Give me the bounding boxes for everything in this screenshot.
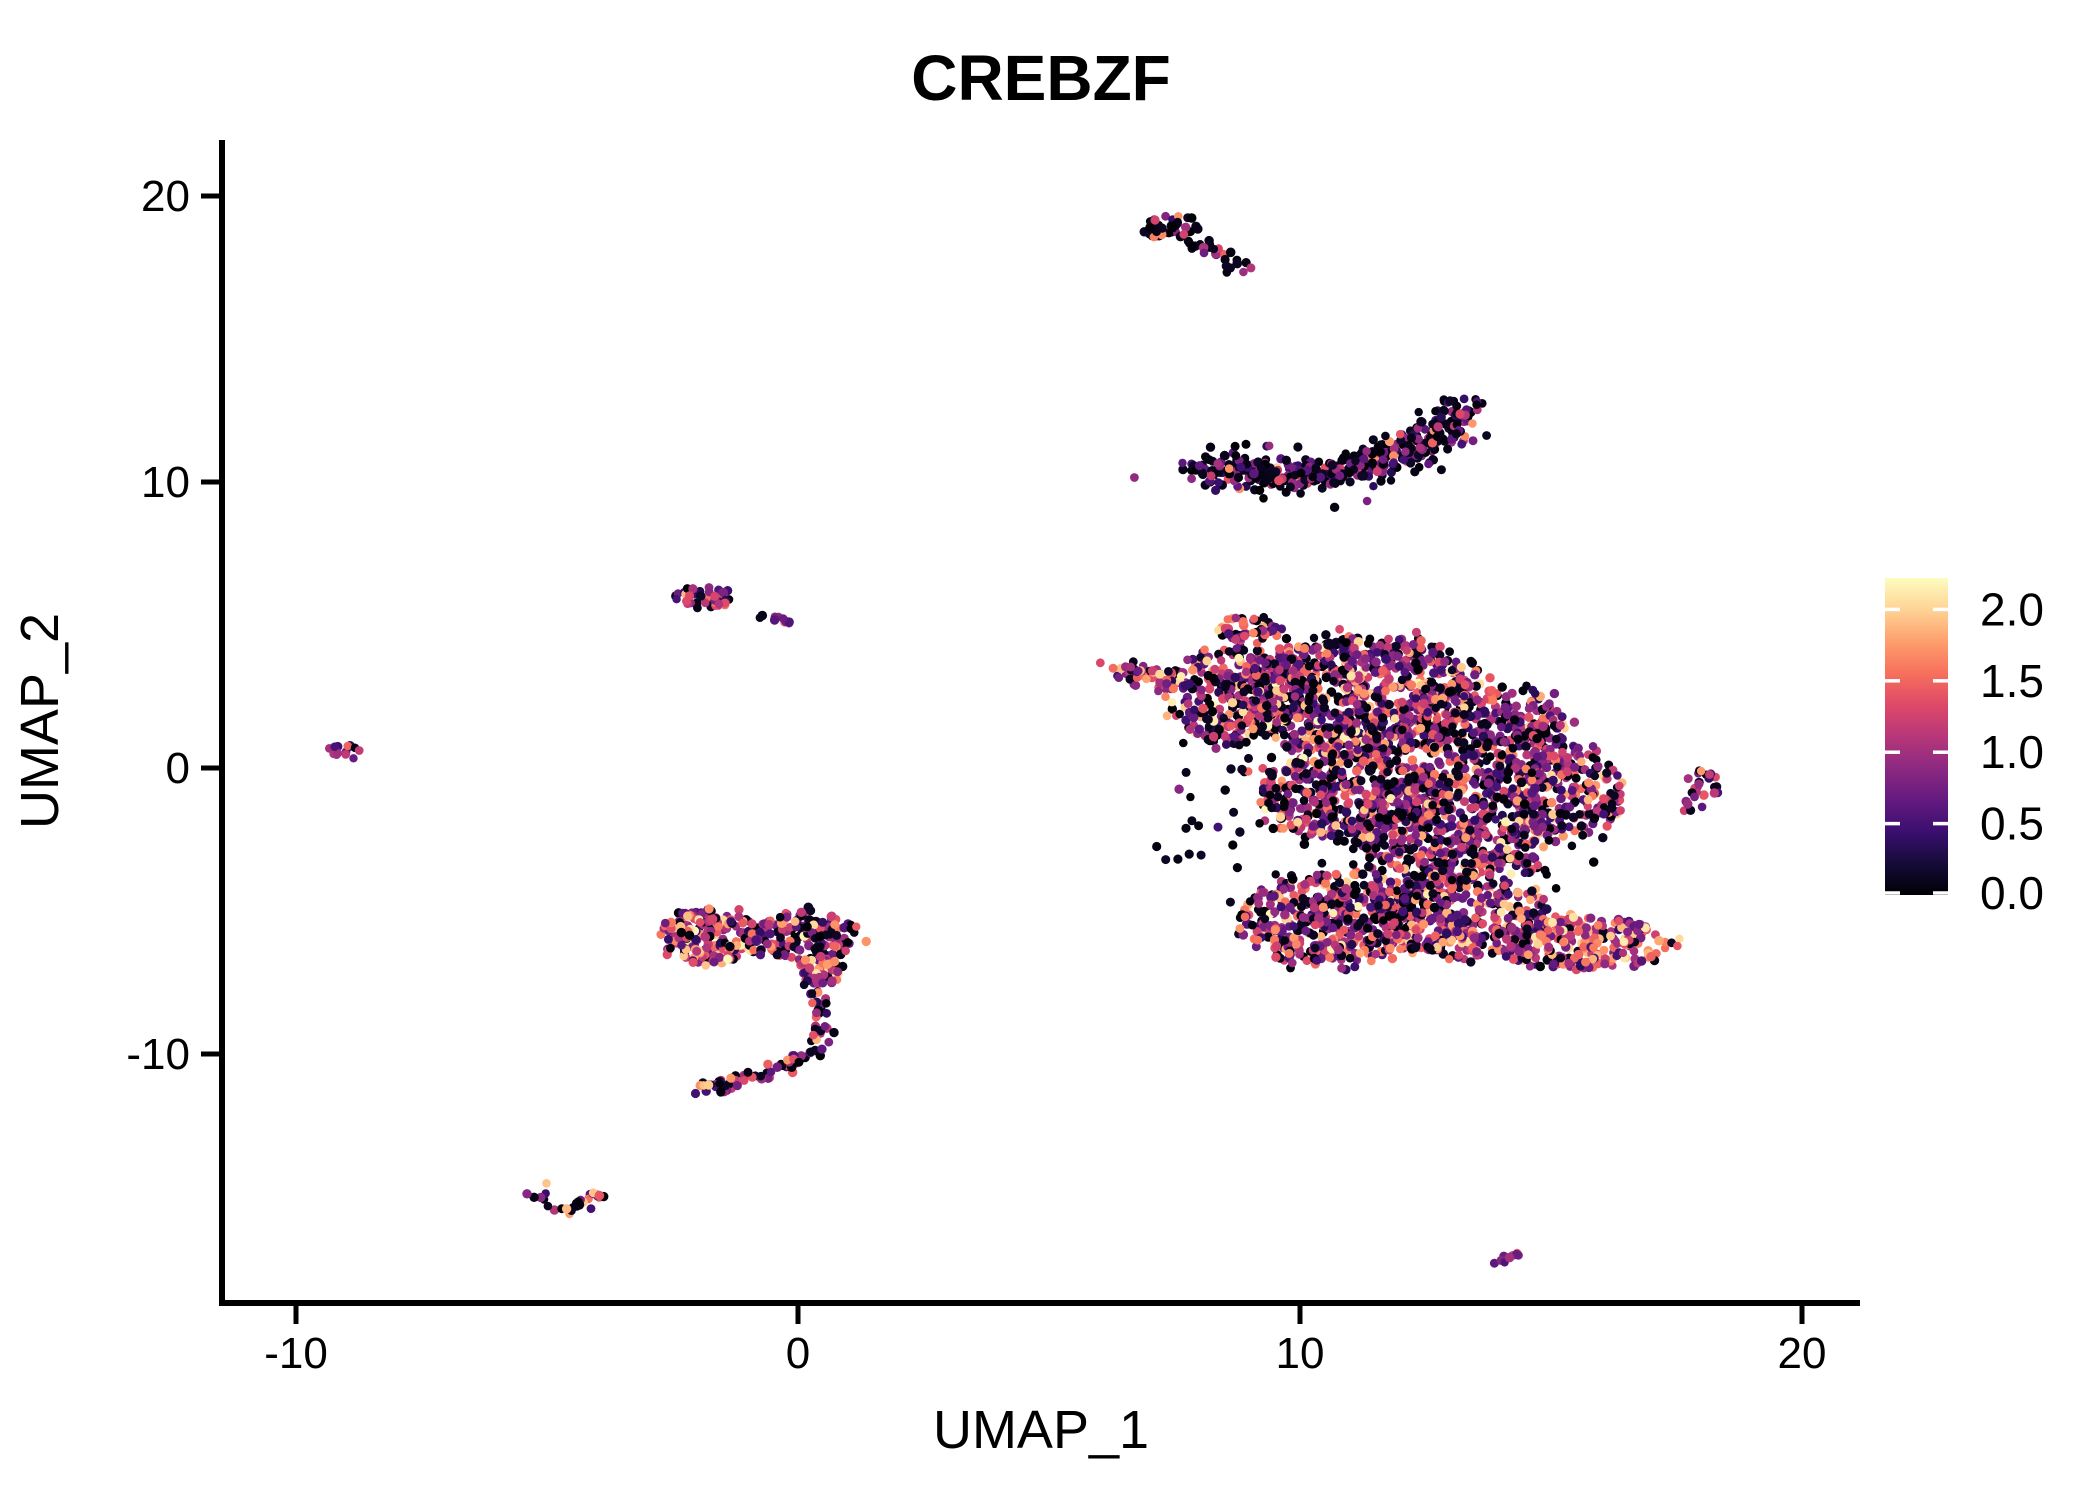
y-axis-ticks xyxy=(201,193,219,1057)
y-tick-label: 10 xyxy=(141,458,190,507)
y-tick-label: 20 xyxy=(141,172,190,221)
y-tick-label: 0 xyxy=(166,744,190,793)
plot-title: CREBZF xyxy=(911,42,1171,114)
colorbar-gradient xyxy=(1885,578,1948,895)
colorbar-tick-label: 0.5 xyxy=(1980,798,2044,850)
x-tick-label: 20 xyxy=(1778,1329,1827,1378)
scatter-points xyxy=(325,211,1723,1268)
colorbar-tick-label: 1.5 xyxy=(1980,655,2044,707)
colorbar-ticks xyxy=(1885,607,1948,895)
colorbar-tick-label: 1.0 xyxy=(1980,726,2044,778)
colorbar-legend: 2.0 1.5 1.0 0.5 0.0 xyxy=(1885,578,2044,919)
x-axis-tick-labels: -10 0 10 20 xyxy=(264,1329,1826,1378)
axis-lines xyxy=(219,140,1860,1306)
x-axis-title: UMAP_1 xyxy=(933,1400,1149,1460)
x-axis-ticks xyxy=(293,1306,1805,1324)
x-tick-label: 0 xyxy=(786,1329,810,1378)
x-tick-label: -10 xyxy=(264,1329,328,1378)
x-tick-label: 10 xyxy=(1276,1329,1325,1378)
y-axis-title: UMAP_2 xyxy=(10,613,70,829)
y-tick-label: -10 xyxy=(126,1030,190,1079)
colorbar-tick-label: 2.0 xyxy=(1980,583,2044,635)
colorbar-tick-labels: 2.0 1.5 1.0 0.5 0.0 xyxy=(1980,583,2044,919)
colorbar-tick-label: 0.0 xyxy=(1980,867,2044,919)
y-axis-tick-labels: -10 0 10 20 xyxy=(126,172,190,1079)
